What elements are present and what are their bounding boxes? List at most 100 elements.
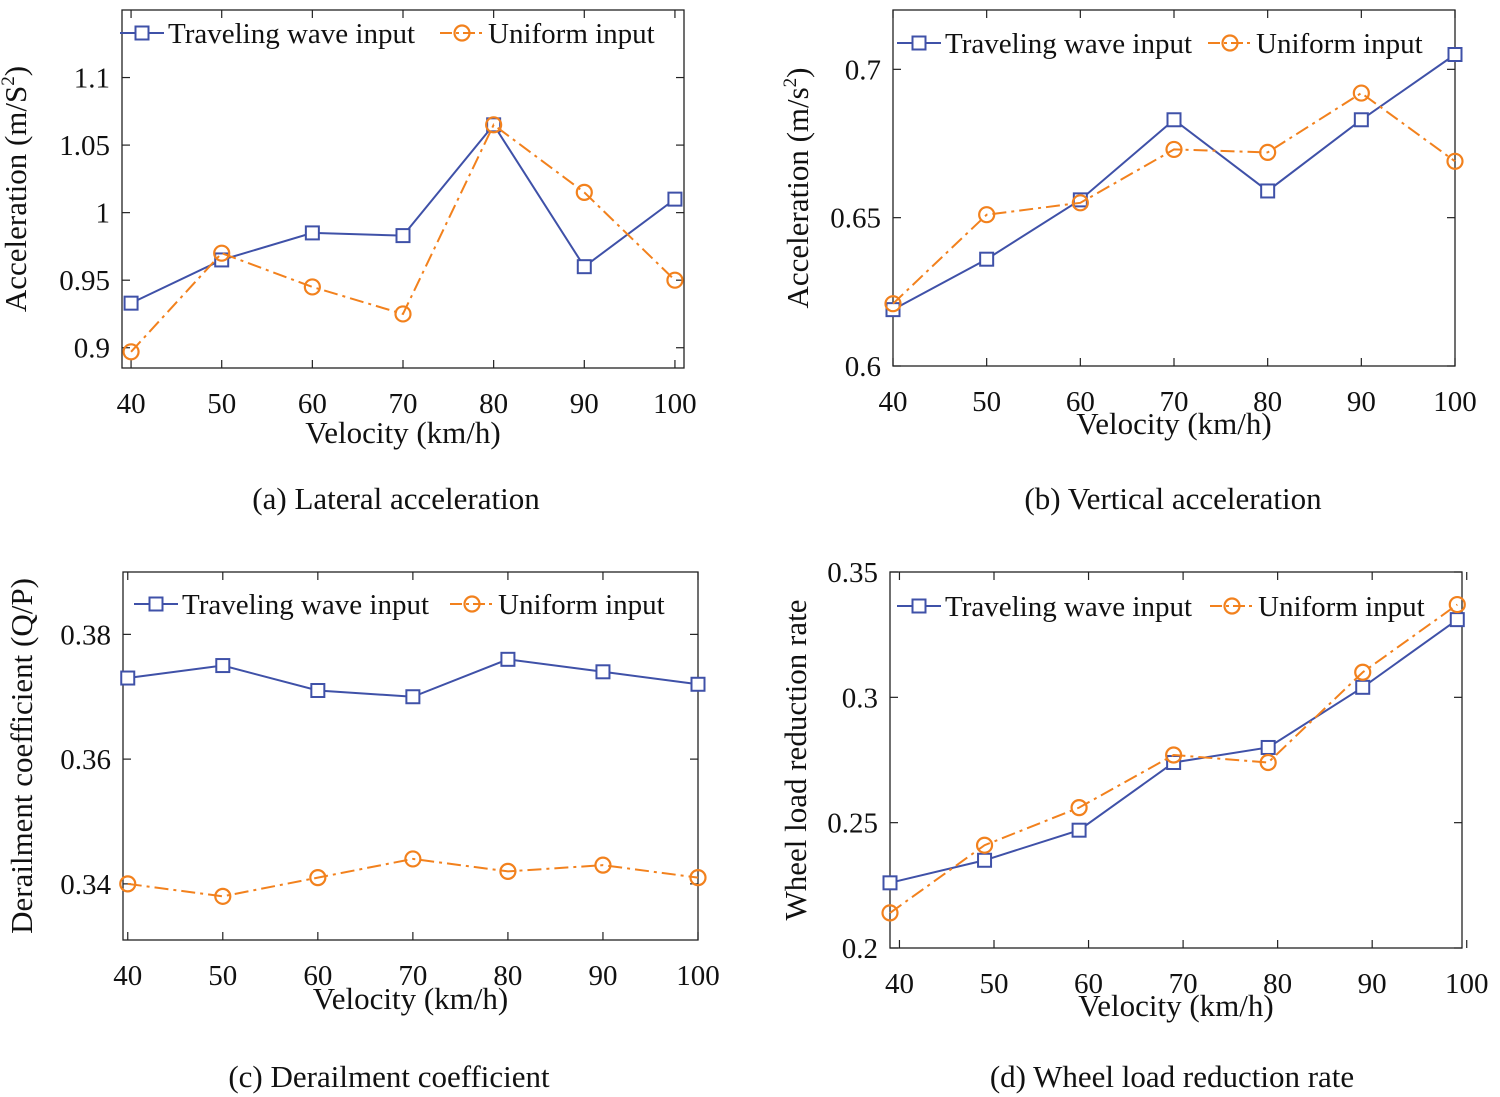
data-point <box>1070 799 1088 817</box>
data-point <box>882 875 898 891</box>
y-axis-label: Acceleration (m/s2) <box>780 67 815 308</box>
x-tick-label: 60 <box>1074 968 1103 1000</box>
data-point <box>689 869 707 887</box>
data-point <box>975 836 994 854</box>
data-point <box>213 244 231 262</box>
data-point <box>1355 679 1371 695</box>
series-traveling-wave-input <box>882 612 1465 891</box>
x-tick-label: 40 <box>117 388 146 420</box>
data-point <box>1259 753 1277 772</box>
data-point <box>500 651 516 667</box>
legend-label: Traveling wave input <box>945 28 1192 60</box>
y-tick-label: 1.05 <box>59 130 110 162</box>
x-tick-label: 40 <box>879 386 908 418</box>
y-axis-label: Acceleration (m/S2) <box>0 66 33 312</box>
legend-label: Traveling wave input <box>168 18 415 50</box>
legend-label: Uniform input <box>1256 28 1423 60</box>
series-traveling-wave-input <box>120 651 706 705</box>
x-tick-label: 70 <box>398 960 427 992</box>
legend-item: Uniform input <box>440 18 655 50</box>
y-axis-label-text: Acceleration (m/s <box>780 87 815 308</box>
x-tick-label: 40 <box>885 968 914 1000</box>
y-tick-label: 0.36 <box>60 744 111 776</box>
data-point <box>979 251 995 267</box>
y-tick-label: 0.9 <box>74 333 110 365</box>
data-point <box>119 875 137 893</box>
data-point <box>1352 84 1370 102</box>
legend: Traveling wave input Uniform input <box>134 589 665 621</box>
y-tick-label: 1 <box>96 198 111 230</box>
y-tick-label: 0.95 <box>59 265 110 297</box>
legend-item: Uniform input <box>1208 28 1423 60</box>
legend: Traveling wave input Uniform input <box>897 591 1425 623</box>
series-uniform-input <box>884 84 1464 313</box>
x-axis-label: Velocity (km/h) <box>1078 988 1273 1023</box>
legend-item: Traveling wave input <box>120 18 415 50</box>
data-point <box>575 183 593 201</box>
data-point <box>1447 47 1463 62</box>
series-line <box>127 857 699 898</box>
data-point <box>499 862 517 880</box>
x-axis-label: Velocity (km/h) <box>305 415 500 450</box>
legend-swatch-marker <box>453 24 471 42</box>
x-tick-label: 100 <box>1433 386 1477 418</box>
x-tick-label: 50 <box>972 386 1001 418</box>
x-tick-label: 40 <box>113 960 142 992</box>
axes-frame <box>122 571 699 941</box>
x-tick-label: 80 <box>479 388 508 420</box>
data-point <box>881 904 899 922</box>
data-point <box>1353 112 1369 128</box>
y-tick-label: 0.3 <box>842 682 878 714</box>
data-point <box>1259 143 1277 161</box>
data-point <box>214 887 232 905</box>
data-point <box>1071 822 1087 838</box>
x-tick-label: 50 <box>208 960 237 992</box>
y-tick-label: 0.38 <box>60 619 111 651</box>
y-axis-label-superscript: 2 <box>0 76 19 86</box>
y-tick-label: 1.1 <box>74 63 110 95</box>
data-point <box>978 206 996 224</box>
x-tick-label: 90 <box>1358 968 1387 1000</box>
x-tick-label: 100 <box>676 960 720 992</box>
legend-item: Traveling wave input <box>134 589 429 621</box>
legend-swatch-marker <box>134 25 150 41</box>
x-tick-label: 90 <box>1347 386 1376 418</box>
legend-label: Traveling wave input <box>182 589 429 621</box>
x-axis-label: Velocity (km/h) <box>313 981 508 1016</box>
legend-label: Traveling wave input <box>945 591 1192 623</box>
legend-label: Uniform input <box>498 589 665 621</box>
data-point <box>1354 663 1372 681</box>
data-point <box>1165 140 1183 159</box>
x-tick-label: 60 <box>1066 386 1095 418</box>
legend-item: Uniform input <box>450 589 665 621</box>
legend: Traveling wave input Uniform input <box>120 18 655 50</box>
data-point <box>690 676 706 692</box>
legend-item: Traveling wave input <box>897 591 1192 623</box>
data-point <box>395 228 411 244</box>
y-axis-label-text: Wheel load reduction rate <box>778 599 813 920</box>
legend-label: Uniform input <box>488 18 655 50</box>
y-axis-label-close: ) <box>780 67 815 77</box>
caption-lateral-acceleration: (a) Lateral acceleration <box>252 481 540 516</box>
data-point <box>1448 595 1466 614</box>
data-point <box>394 305 412 323</box>
series-traveling-wave-input <box>885 47 1463 318</box>
data-point <box>309 869 327 887</box>
data-point <box>667 191 683 207</box>
data-point <box>594 856 612 874</box>
x-tick-label: 100 <box>1445 968 1489 1000</box>
data-point <box>884 295 902 313</box>
data-point <box>485 116 503 134</box>
legend-item: Uniform input <box>1210 591 1425 623</box>
x-tick-label: 50 <box>980 968 1009 1000</box>
legend-swatch-marker <box>911 35 927 51</box>
x-tick-label: 90 <box>570 388 599 420</box>
x-tick-label: 90 <box>588 960 617 992</box>
legend-swatch-marker <box>1221 34 1239 52</box>
series-line <box>130 123 676 353</box>
data-point <box>405 689 421 705</box>
caption-derailment-coefficient: (c) Derailment coefficient <box>228 1059 550 1094</box>
data-point <box>1446 152 1464 170</box>
